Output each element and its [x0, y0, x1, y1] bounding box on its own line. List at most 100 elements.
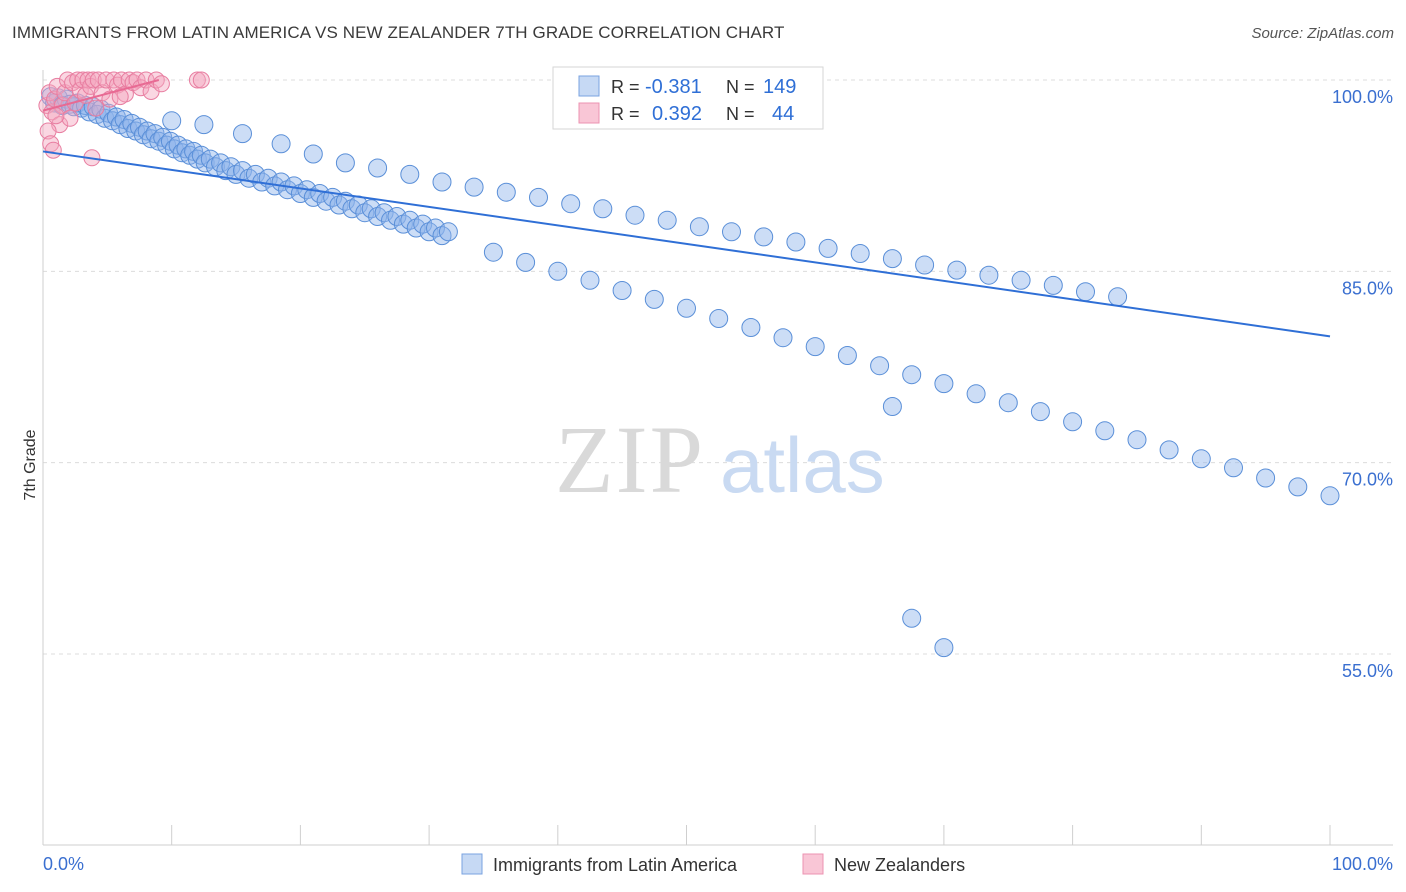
point-latin-america-94 [625, 205, 645, 225]
point-latin-america-136 [1320, 486, 1340, 506]
stats-n-label-2: N = [726, 104, 755, 124]
point-latin-america-108 [1076, 282, 1095, 302]
point-latin-america-89 [464, 177, 484, 197]
point-latin-america-97 [722, 222, 741, 242]
point-latin-america-73 [400, 210, 420, 230]
point-latin-america-72 [393, 214, 413, 234]
point-latin-america-96 [689, 217, 709, 237]
y-tick-label-1: 85.0% [1342, 278, 1393, 298]
point-latin-america-83 [271, 134, 291, 154]
point-new-zealanders-41 [188, 71, 206, 89]
point-latin-america-79 [438, 222, 458, 242]
point-latin-america-122 [870, 356, 890, 376]
point-latin-america-99 [786, 232, 806, 252]
point-latin-america-124 [934, 374, 954, 394]
point-new-zealanders-39 [47, 107, 65, 125]
stats-r-value-2: 0.392 [652, 103, 702, 125]
point-latin-america-80 [162, 111, 182, 131]
y-tick-label-0: 100.0% [1332, 87, 1393, 107]
svg-text:atlas: atlas [720, 421, 885, 509]
point-latin-america-59 [310, 184, 330, 203]
point-latin-america-70 [381, 210, 400, 230]
point-latin-america-63 [335, 191, 355, 211]
point-latin-america-130 [1127, 430, 1147, 450]
point-latin-america-115 [644, 289, 664, 309]
point-latin-america-75 [413, 214, 433, 234]
stats-n-value-2: 44 [772, 103, 794, 125]
point-latin-america-117 [709, 309, 729, 328]
point-latin-america-110 [483, 242, 503, 262]
point-latin-america-44 [216, 161, 236, 181]
point-latin-america-85 [335, 153, 355, 173]
y-tick-labels: 100.0% 85.0% 70.0% 55.0% [1332, 87, 1393, 681]
trendline-latin-america [42, 150, 1331, 338]
point-latin-america-119 [773, 328, 793, 348]
point-latin-america-101 [850, 244, 870, 263]
trendline-new-zealanders [42, 79, 160, 112]
point-latin-america-114 [612, 281, 632, 300]
stats-n-label-1: N = [726, 77, 755, 97]
point-new-zealanders-18 [84, 71, 102, 89]
point-new-zealanders-23 [101, 90, 119, 108]
point-latin-america-139 [934, 638, 954, 658]
point-latin-america-111 [516, 252, 536, 272]
point-new-zealanders-8 [59, 71, 76, 89]
point-latin-america-103 [915, 255, 935, 275]
y-tick-label-2: 70.0% [1342, 470, 1393, 490]
point-latin-america-133 [1224, 458, 1243, 478]
series-latin-america-points [41, 87, 1340, 658]
point-latin-america-81 [194, 115, 214, 135]
point-latin-america-137 [882, 397, 902, 416]
chart-source: Source: ZipAtlas.com [1251, 25, 1394, 42]
point-latin-america-127 [1030, 402, 1050, 422]
point-latin-america-40 [195, 153, 215, 173]
point-latin-america-131 [1159, 440, 1179, 460]
point-latin-america-134 [1256, 468, 1276, 488]
legend-swatch-new-zealanders [802, 853, 824, 875]
point-latin-america-120 [805, 337, 825, 357]
trendlines [42, 79, 1331, 338]
point-latin-america-84 [303, 144, 323, 164]
point-latin-america-106 [1011, 270, 1031, 290]
point-latin-america-132 [1191, 449, 1211, 469]
point-latin-america-100 [818, 238, 838, 258]
chart-legend: Immigrants from Latin America New Zealan… [461, 853, 965, 875]
point-latin-america-77 [426, 218, 445, 238]
axes [42, 70, 1393, 846]
point-latin-america-107 [1043, 275, 1063, 295]
stats-swatch-blue [578, 75, 600, 97]
x-tick-label-left: 0.0% [43, 854, 84, 874]
point-new-zealanders-43 [111, 88, 129, 106]
y-tick-label-3: 55.0% [1342, 661, 1393, 681]
point-latin-america-138 [902, 608, 922, 628]
point-latin-america-126 [998, 393, 1018, 413]
point-latin-america-95 [657, 210, 677, 230]
point-new-zealanders-19 [87, 99, 105, 117]
x-tick-label-right: 100.0% [1332, 854, 1393, 874]
point-latin-america-87 [400, 164, 420, 184]
point-latin-america-67 [361, 199, 381, 219]
svg-text:ZIP: ZIP [555, 406, 705, 513]
point-new-zealanders-36 [39, 122, 57, 140]
point-latin-america-125 [966, 384, 986, 404]
stats-r-label-1: R = [611, 77, 640, 97]
point-latin-america-98 [754, 227, 774, 247]
point-latin-america-69 [374, 203, 394, 223]
point-latin-america-102 [882, 249, 902, 269]
stats-swatch-pink [578, 102, 600, 124]
point-latin-america-91 [529, 187, 548, 207]
point-latin-america-105 [979, 265, 999, 285]
point-latin-america-112 [548, 261, 568, 281]
point-latin-america-123 [902, 365, 922, 385]
y-axis-title: 7th Grade [22, 429, 39, 500]
point-latin-america-109 [1108, 287, 1128, 307]
stats-r-value-1: -0.381 [645, 76, 702, 98]
point-latin-america-128 [1063, 412, 1083, 432]
chart-title: IMMIGRANTS FROM LATIN AMERICA VS NEW ZEA… [12, 23, 785, 42]
point-latin-america-118 [741, 318, 761, 337]
point-latin-america-76 [419, 222, 439, 242]
legend-label-latin-america: Immigrants from Latin America [493, 855, 738, 875]
point-latin-america-62 [329, 195, 349, 215]
point-latin-america-86 [368, 158, 388, 178]
point-latin-america-88 [432, 172, 452, 192]
